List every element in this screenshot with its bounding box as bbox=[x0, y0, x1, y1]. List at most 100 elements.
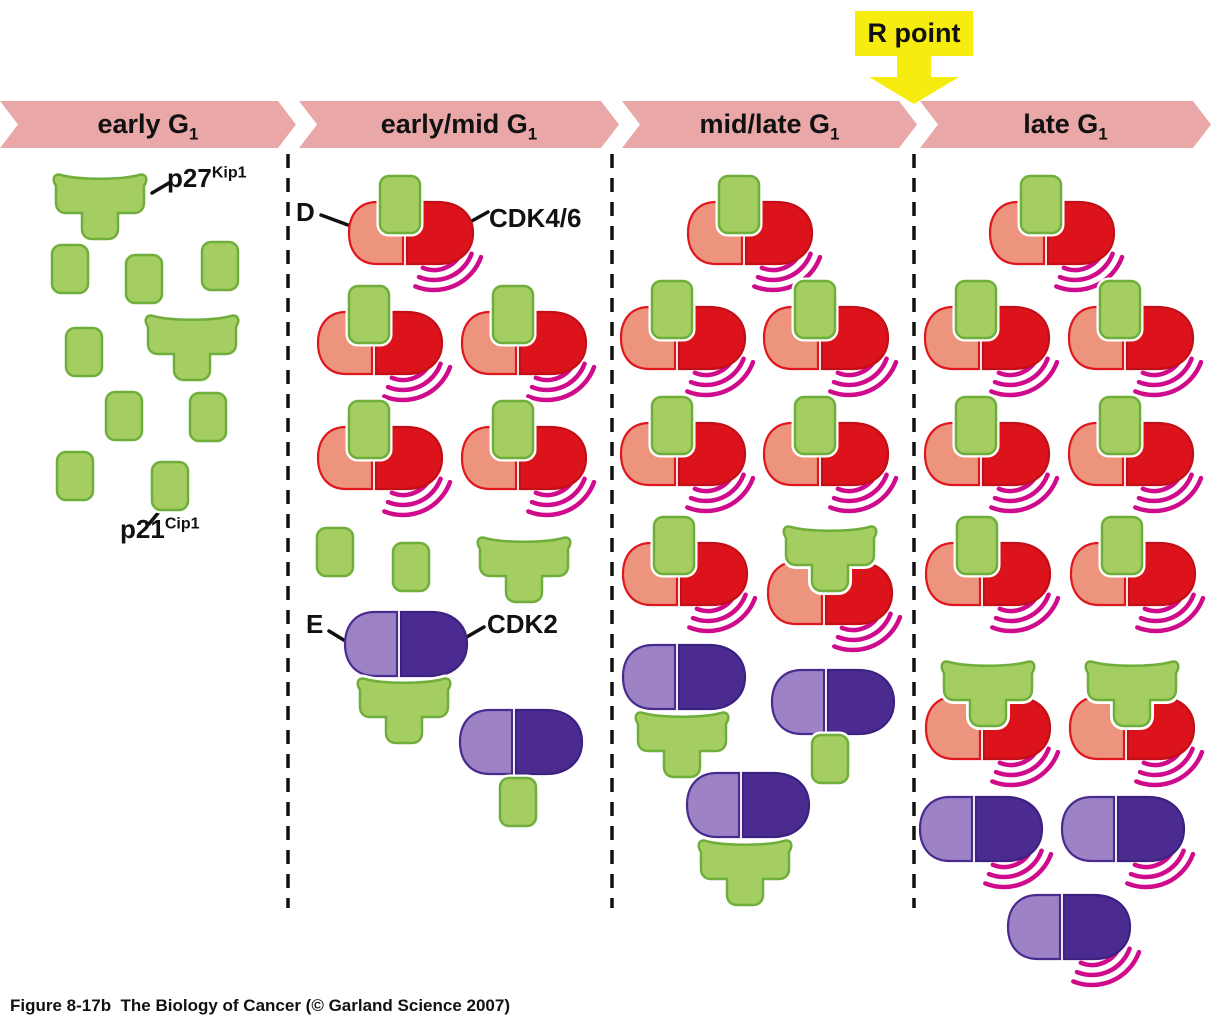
phase-subscript: 1 bbox=[1098, 124, 1108, 144]
cyclin-e-cdk2-complex bbox=[621, 643, 747, 711]
kinase-activity-arc bbox=[385, 361, 443, 393]
cki-inhibitor-block bbox=[200, 240, 240, 292]
kinase-activity-arc bbox=[835, 611, 893, 643]
cyclin-e-lobe bbox=[621, 643, 677, 711]
cdk2-lobe bbox=[741, 771, 811, 839]
cyclin-d-cdk46-complex bbox=[1067, 393, 1204, 514]
kinase-activity-arc bbox=[989, 475, 1060, 514]
kinase-activity-arc bbox=[1136, 356, 1194, 388]
cyclin-e-cdk2-complex bbox=[685, 771, 811, 839]
cki-inhibitor-block bbox=[347, 399, 391, 460]
cdk2-lobe bbox=[974, 795, 1044, 863]
cyclin-d-cdk46-complex bbox=[988, 172, 1125, 293]
phase-subscript: 1 bbox=[830, 124, 840, 144]
cki-inhibitor-block bbox=[955, 515, 999, 576]
cki-inhibitor-t-shape bbox=[940, 660, 1036, 728]
kinase-activity-arc bbox=[1133, 475, 1204, 514]
cdk2-lobe bbox=[826, 668, 896, 736]
cki-inhibitor-block bbox=[391, 541, 431, 593]
cdk2-lobe bbox=[399, 610, 469, 678]
kinase-activity-arc bbox=[986, 848, 1044, 880]
label-text: CDK2 bbox=[487, 609, 558, 639]
cki-inhibitor-block bbox=[491, 399, 535, 460]
kinase-activity-arc bbox=[1074, 946, 1132, 978]
cki-inhibitor-block bbox=[498, 776, 538, 828]
p27-p21-inhibitor bbox=[389, 539, 433, 595]
cyclin-d-cdk46-complex bbox=[762, 277, 899, 398]
kinase-activity-arc bbox=[828, 475, 899, 514]
phase-banner-early-mid-g1: early/mid G1 bbox=[299, 101, 619, 148]
phase-subscript: 1 bbox=[527, 124, 538, 144]
cyclin-d-cdk46-complex bbox=[316, 397, 453, 518]
phase-label: early/mid G bbox=[380, 109, 528, 139]
kinase-activity-arc bbox=[687, 595, 758, 634]
cki-inhibitor-t-shape bbox=[52, 173, 148, 241]
p27-p21-inhibitor-t bbox=[353, 674, 455, 747]
cyclin-d-cdk46-complex bbox=[923, 393, 1060, 514]
cki-inhibitor-block bbox=[50, 243, 90, 295]
label-connector-line bbox=[319, 213, 350, 227]
kinase-activity-arc bbox=[1057, 251, 1115, 283]
p27-p21-inhibitor-t bbox=[694, 836, 796, 909]
p27-p21-inhibitor bbox=[148, 458, 192, 514]
cyclin-e-lobe bbox=[770, 668, 826, 736]
label-text: p27 bbox=[167, 163, 212, 193]
cyclin-e-cdk2-complex bbox=[1006, 893, 1142, 988]
kinase-activity-arc bbox=[1071, 949, 1142, 988]
phase-banner-mid-late-g1: mid/late G1 bbox=[622, 101, 917, 148]
cki-inhibitor-block bbox=[650, 395, 694, 456]
label-p27kip1: p27Kip1 bbox=[167, 163, 246, 194]
kinase-activity-arc bbox=[685, 359, 756, 398]
cki-inhibitor-block bbox=[717, 174, 761, 235]
p27-p21-inhibitor-t bbox=[473, 533, 575, 606]
cki-inhibitor-t-shape bbox=[782, 525, 878, 593]
label-superscript: Kip1 bbox=[211, 164, 247, 182]
kinase-activity-arc bbox=[1133, 359, 1204, 398]
kinase-activity-arc bbox=[989, 359, 1060, 398]
cyclin-d-cdk46-complex bbox=[924, 513, 1061, 634]
phase-banner-late-g1: late G1 bbox=[920, 101, 1211, 148]
p27-p21-inhibitor bbox=[62, 324, 106, 380]
kinase-activity-arc bbox=[382, 364, 453, 403]
cki-inhibitor-block bbox=[104, 390, 144, 442]
p27-p21-inhibitor bbox=[122, 251, 166, 307]
label-cdk4-6: CDK4/6 bbox=[489, 203, 581, 234]
p27-p21-inhibitor bbox=[198, 238, 242, 294]
p27-p21-inhibitor-t bbox=[631, 708, 733, 781]
kinase-activity-arc bbox=[832, 614, 903, 653]
kinase-activity-arc bbox=[416, 251, 474, 283]
cki-inhibitor-block bbox=[64, 326, 104, 378]
cki-inhibitor-block bbox=[1019, 174, 1063, 235]
kinase-activity-arc bbox=[992, 472, 1050, 504]
label-superscript: Cip1 bbox=[164, 515, 200, 533]
kinase-activity-arc bbox=[990, 595, 1061, 634]
cki-inhibitor-block bbox=[378, 174, 422, 235]
cyclin-e-lobe bbox=[1006, 893, 1062, 961]
cki-inhibitor-block bbox=[150, 460, 190, 512]
kinase-activity-arc bbox=[828, 359, 899, 398]
cyclin-e-cdk2-complex bbox=[770, 668, 896, 736]
cki-inhibitor-block bbox=[652, 515, 696, 576]
cki-inhibitor-block bbox=[491, 284, 535, 345]
cki-inhibitor-block bbox=[1098, 395, 1142, 456]
cyclin-d-cdk46-complex bbox=[762, 393, 899, 514]
p27-p21-inhibitor-t bbox=[141, 311, 243, 384]
cki-inhibitor-t-shape bbox=[634, 711, 730, 779]
kinase-activity-arc bbox=[1134, 749, 1205, 788]
p27-p21-inhibitor bbox=[48, 241, 92, 297]
kinase-activity-arc bbox=[1128, 848, 1186, 880]
cki-inhibitor-block bbox=[315, 526, 355, 578]
kinase-activity-arc bbox=[529, 476, 587, 508]
label-text: D bbox=[296, 197, 315, 227]
label-text: p21 bbox=[120, 514, 165, 544]
cki-inhibitor-t-shape bbox=[144, 314, 240, 382]
kinase-activity-arc bbox=[831, 472, 889, 504]
kinase-activity-arc bbox=[685, 475, 756, 514]
cyclin-e-lobe bbox=[918, 795, 974, 863]
kinase-activity-arc bbox=[992, 356, 1050, 388]
kinase-activity-arc bbox=[385, 476, 443, 508]
cyclin-d-cdk46-complex bbox=[686, 172, 823, 293]
label-text: E bbox=[306, 609, 324, 639]
label-cyclin-e: E bbox=[306, 609, 323, 640]
